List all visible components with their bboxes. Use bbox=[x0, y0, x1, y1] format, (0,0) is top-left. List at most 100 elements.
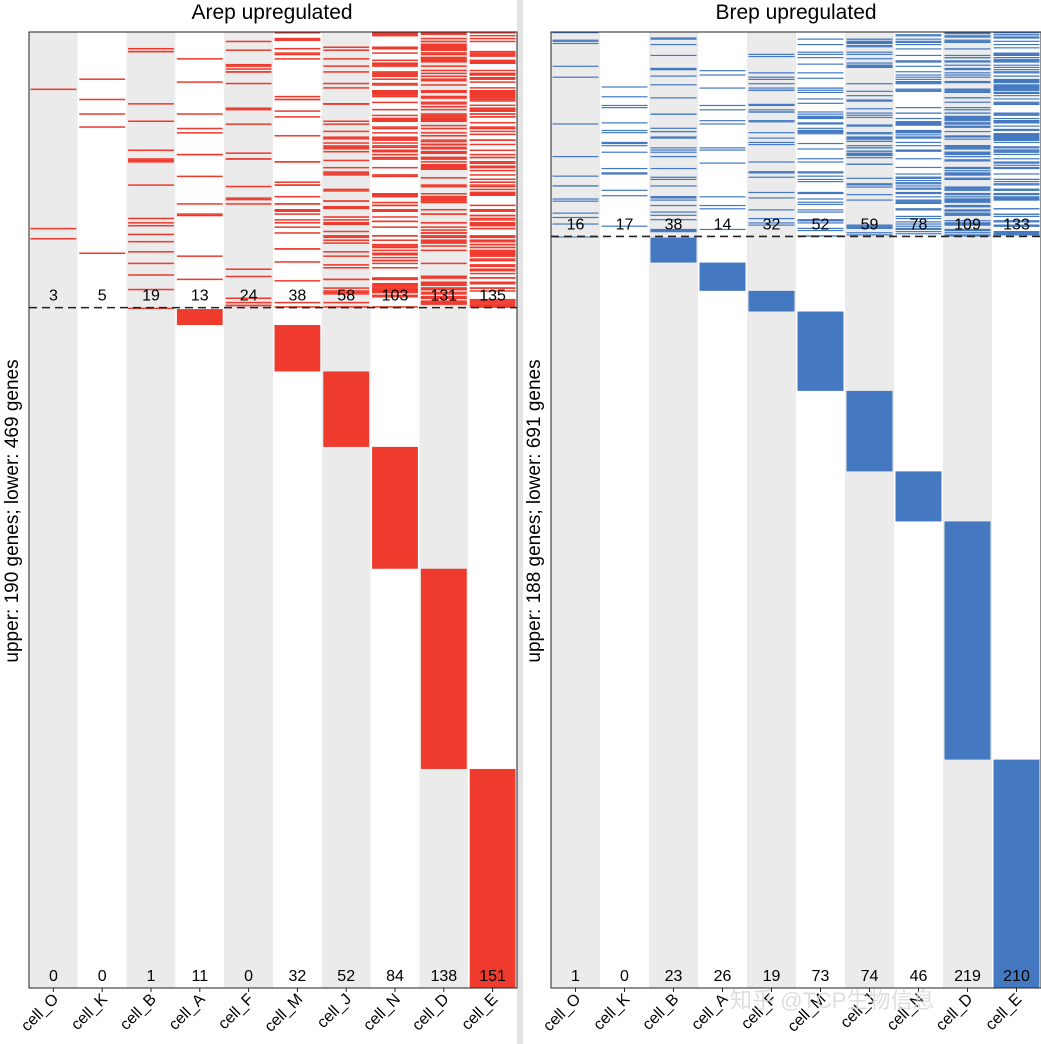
upper-gene-mark-cell_D bbox=[420, 46, 467, 49]
upper-gene-mark-cell_N bbox=[895, 112, 942, 114]
upper-gene-mark-cell_O bbox=[552, 212, 599, 214]
upper-gene-mark-cell_J bbox=[323, 219, 370, 221]
upper-gene-mark-cell_F bbox=[748, 209, 795, 211]
upper-gene-mark-cell_D bbox=[944, 72, 991, 74]
upper-gene-mark-cell_F bbox=[225, 49, 272, 51]
upper-gene-mark-cell_F bbox=[748, 141, 795, 144]
column-bg-cell_D bbox=[419, 32, 469, 988]
upper-gene-mark-cell_E bbox=[469, 281, 516, 284]
upper-gene-mark-cell_M bbox=[274, 280, 321, 282]
upper-gene-mark-cell_M bbox=[797, 203, 844, 206]
upper-gene-mark-cell_E bbox=[993, 128, 1040, 130]
upper-gene-mark-cell_E bbox=[993, 125, 1040, 127]
upper-gene-mark-cell_N bbox=[895, 122, 942, 124]
upper-gene-mark-cell_D bbox=[944, 222, 991, 224]
upper-gene-mark-cell_B bbox=[128, 217, 174, 220]
column-bg-cell_A bbox=[175, 32, 225, 988]
upper-gene-mark-cell_D bbox=[420, 139, 467, 141]
upper-gene-mark-cell_E bbox=[469, 251, 516, 253]
upper-gene-mark-cell_J bbox=[846, 42, 893, 45]
upper-gene-mark-cell_D bbox=[420, 282, 467, 285]
upper-gene-mark-cell_E bbox=[469, 110, 516, 112]
y-axis-label-arep: upper: 190 genes; lower: 469 genes bbox=[2, 359, 23, 662]
upper-gene-mark-cell_D bbox=[420, 164, 467, 166]
upper-gene-mark-cell_M bbox=[797, 181, 844, 183]
upper-gene-mark-cell_E bbox=[993, 178, 1040, 181]
upper-gene-mark-cell_M bbox=[274, 301, 321, 304]
lower-block-cell_O bbox=[552, 236, 599, 238]
upper-gene-mark-cell_E bbox=[993, 117, 1040, 120]
upper-gene-mark-cell_F bbox=[748, 217, 795, 220]
upper-gene-mark-cell_D bbox=[944, 32, 991, 34]
upper-gene-mark-cell_J bbox=[323, 239, 370, 241]
upper-gene-mark-cell_F bbox=[748, 103, 795, 105]
upper-gene-mark-cell_N bbox=[372, 256, 418, 259]
upper-gene-mark-cell_D bbox=[944, 88, 991, 90]
upper-gene-mark-cell_D bbox=[420, 284, 467, 286]
upper-gene-mark-cell_J bbox=[846, 114, 893, 116]
upper-gene-mark-cell_A bbox=[176, 132, 223, 134]
upper-gene-mark-cell_E bbox=[469, 165, 516, 167]
upper-gene-mark-cell_E bbox=[993, 84, 1040, 86]
upper-gene-mark-cell_D bbox=[944, 198, 991, 200]
upper-gene-mark-cell_M bbox=[274, 134, 321, 137]
upper-gene-mark-cell_D bbox=[420, 65, 467, 67]
upper-gene-mark-cell_A bbox=[176, 175, 223, 178]
column-bg-cell_A bbox=[698, 32, 747, 988]
upper-gene-mark-cell_D bbox=[944, 67, 991, 70]
upper-gene-mark-cell_N bbox=[895, 136, 942, 138]
upper-gene-mark-cell_D bbox=[420, 124, 467, 127]
upper-gene-mark-cell_D bbox=[420, 113, 467, 115]
upper-gene-mark-cell_D bbox=[944, 74, 991, 76]
upper-gene-mark-cell_E bbox=[993, 137, 1040, 139]
upper-gene-mark-cell_N bbox=[895, 117, 942, 120]
upper-gene-mark-cell_E bbox=[993, 114, 1040, 116]
upper-gene-mark-cell_K bbox=[601, 104, 648, 107]
upper-gene-mark-cell_E bbox=[469, 174, 516, 176]
upper-gene-mark-cell_D bbox=[420, 45, 467, 47]
upper-gene-mark-cell_N bbox=[372, 277, 418, 279]
upper-gene-mark-cell_A bbox=[699, 123, 746, 125]
upper-gene-mark-cell_D bbox=[420, 296, 467, 298]
upper-gene-mark-cell_D bbox=[420, 146, 467, 149]
upper-gene-mark-cell_E bbox=[993, 162, 1040, 164]
lower-count-label-cell_O: 0 bbox=[49, 968, 58, 985]
upper-gene-mark-cell_D bbox=[944, 41, 991, 43]
upper-gene-mark-cell_D bbox=[420, 222, 467, 224]
upper-gene-mark-cell_J bbox=[846, 45, 893, 47]
watermark: 知乎 @TCP生物信息 bbox=[730, 988, 934, 1013]
upper-gene-mark-cell_M bbox=[797, 211, 844, 213]
upper-gene-mark-cell_J bbox=[846, 38, 893, 40]
lower-count-label-cell_K: 0 bbox=[98, 968, 107, 985]
upper-gene-mark-cell_N bbox=[372, 290, 418, 292]
upper-gene-mark-cell_D bbox=[944, 101, 991, 103]
upper-gene-mark-cell_O bbox=[552, 123, 599, 125]
upper-gene-mark-cell_E bbox=[469, 156, 516, 159]
upper-gene-mark-cell_J bbox=[323, 159, 370, 162]
upper-gene-mark-cell_J bbox=[323, 251, 370, 253]
upper-gene-mark-cell_F bbox=[225, 275, 272, 278]
upper-gene-mark-cell_E bbox=[469, 287, 516, 289]
upper-gene-mark-cell_D bbox=[420, 165, 467, 167]
upper-gene-mark-cell_N bbox=[372, 201, 418, 204]
upper-gene-mark-cell_N bbox=[895, 82, 942, 84]
upper-gene-mark-cell_M bbox=[274, 219, 321, 221]
y-axis-label-brep: upper: 188 genes; lower: 691 genes bbox=[524, 359, 545, 662]
upper-gene-mark-cell_E bbox=[993, 215, 1040, 218]
upper-gene-mark-cell_N bbox=[372, 226, 418, 228]
upper-gene-mark-cell_N bbox=[895, 132, 942, 134]
upper-gene-mark-cell_E bbox=[469, 143, 516, 146]
upper-gene-mark-cell_M bbox=[797, 161, 844, 163]
upper-gene-mark-cell_A bbox=[699, 74, 746, 76]
upper-gene-mark-cell_O bbox=[552, 175, 599, 177]
upper-gene-mark-cell_J bbox=[846, 62, 893, 64]
upper-gene-mark-cell_E bbox=[993, 135, 1040, 137]
upper-gene-mark-cell_E bbox=[469, 50, 516, 53]
upper-gene-mark-cell_E bbox=[993, 112, 1040, 114]
upper-gene-mark-cell_J bbox=[846, 132, 893, 134]
upper-gene-mark-cell_D bbox=[944, 48, 991, 50]
upper-gene-mark-cell_K bbox=[601, 172, 648, 174]
upper-gene-mark-cell_E bbox=[993, 197, 1040, 199]
upper-gene-mark-cell_M bbox=[797, 43, 844, 46]
upper-gene-mark-cell_D bbox=[420, 232, 467, 234]
